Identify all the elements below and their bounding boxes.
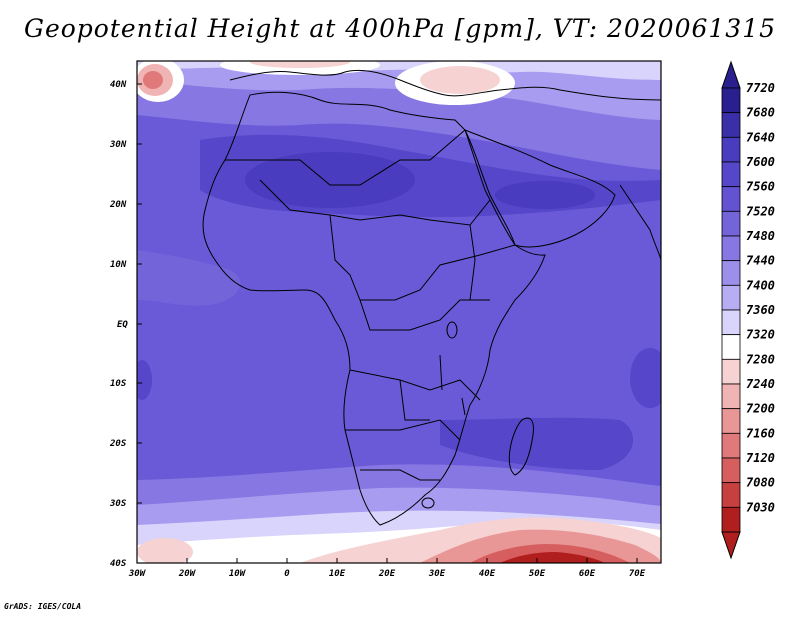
chart-title: Geopotential Height at 400hPa [gpm], VT:… [23, 14, 777, 43]
colorbar-swatch [721, 235, 741, 262]
colorbar-label: 7200 [746, 402, 775, 416]
lat-label: 40N [110, 80, 127, 90]
lon-label: 50E [529, 569, 546, 579]
grads-credit: GrADS: IGES/COLA [4, 602, 82, 611]
colorbar-swatch [721, 506, 741, 533]
lon-label: 40E [479, 569, 496, 579]
colorbar-swatch [721, 457, 741, 484]
colorbar-label: 7320 [746, 328, 775, 342]
colorbar-label: 7720 [746, 81, 775, 95]
colorbar-swatch [721, 87, 741, 114]
colorbar-swatch [721, 383, 741, 410]
colorbar-swatch [721, 260, 741, 286]
colorbar-swatch [721, 334, 741, 360]
lon-label: 30E [428, 569, 446, 579]
colorbar-swatch [721, 284, 741, 311]
colorbar-max-arrow [721, 60, 741, 89]
colorbar-label: 7360 [746, 303, 775, 317]
colorbar-label: 7680 [746, 106, 775, 120]
colorbar-label: 7030 [746, 500, 775, 514]
lat-label: 10S [110, 379, 127, 389]
lon-label: 60E [579, 569, 596, 579]
axis-ticks [136, 83, 638, 564]
colorbar-label: 7240 [746, 377, 775, 391]
lon-label: 20E [378, 569, 396, 579]
colorbar-label: 7160 [746, 426, 775, 440]
lon-label: 0 [284, 569, 290, 579]
map-frame [136, 60, 662, 564]
colorbar-swatch [721, 408, 741, 434]
height-field [137, 61, 661, 563]
lat-label: 10N [110, 260, 127, 270]
colorbar-label: 7120 [746, 451, 775, 465]
colorbar-swatch [721, 358, 741, 385]
colorbar-swatch [721, 161, 741, 188]
colorbar-swatch [721, 432, 741, 459]
lat-label: 40S [110, 559, 127, 569]
colorbar-swatch [721, 309, 741, 336]
lon-label: 20W [178, 569, 197, 579]
lon-label: 30W [128, 569, 147, 579]
lat-label: 30N [109, 140, 127, 150]
coastlines [202, 69, 661, 526]
colorbar-label: 7640 [746, 130, 775, 144]
colorbar-swatch [721, 112, 741, 138]
longitude-labels: 30W 20W 10W 0 10E 20E 30E 40E 50E 60E 70… [128, 569, 646, 579]
colorbar: 7720 7680 7640 7600 7560 7520 7480 7440 7400 7360… [721, 60, 775, 560]
colorbar-swatch [721, 210, 741, 237]
latitude-labels: 40N 30N 20N 10N EQ 10S 20S 30S 40S [109, 80, 128, 569]
colorbar-label: 7280 [746, 352, 775, 366]
lat-label: EQ [117, 320, 128, 330]
colorbar-label: 7400 [746, 278, 775, 292]
lat-label: 30S [109, 499, 127, 509]
colorbar-label: 7560 [746, 180, 775, 194]
colorbar-label: 7480 [746, 229, 775, 243]
colorbar-swatch [721, 136, 741, 163]
lat-label: 20N [109, 200, 127, 210]
colorbar-label: 7440 [746, 254, 775, 268]
colorbar-label: 7080 [746, 476, 775, 490]
colorbar-label: 7520 [746, 204, 775, 218]
colorbar-swatch [721, 186, 741, 212]
colorbar-label: 7600 [746, 155, 775, 169]
colorbar-swatch [721, 482, 741, 508]
colorbar-min-arrow [721, 531, 741, 560]
lon-label: 10W [229, 569, 247, 579]
lon-label: 70E [629, 569, 646, 579]
lon-label: 10E [329, 569, 346, 579]
lat-label: 20S [109, 439, 127, 449]
